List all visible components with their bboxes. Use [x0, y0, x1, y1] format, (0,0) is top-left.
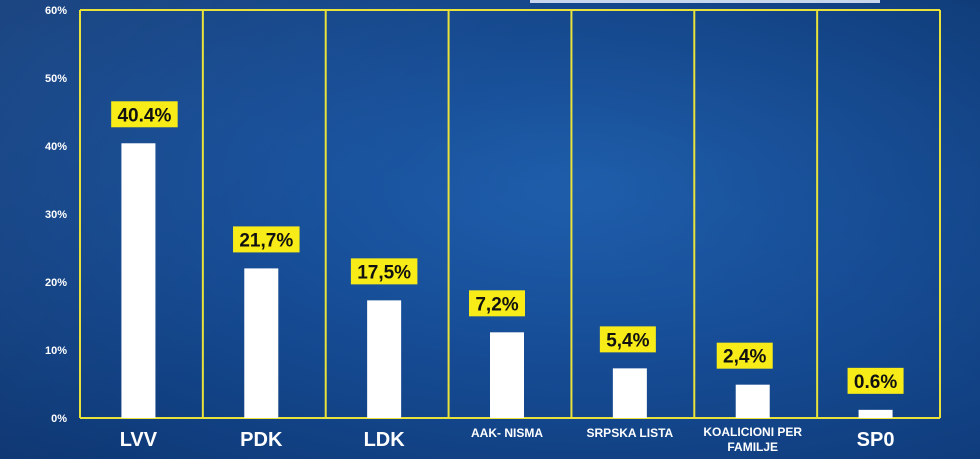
- data-label: 21,7%: [239, 230, 293, 251]
- category-label: KOALICIONI PER: [703, 425, 802, 439]
- data-label: 0.6%: [854, 372, 897, 393]
- top-strip: [530, 0, 880, 3]
- y-tick-label: 20%: [45, 277, 67, 289]
- bar: [244, 268, 279, 418]
- data-label-background: [111, 101, 178, 128]
- data-label: 17,5%: [357, 262, 411, 283]
- y-tick-label: 0%: [51, 413, 67, 425]
- data-label-background: [847, 367, 904, 394]
- data-label: 40.4%: [117, 105, 171, 126]
- category-label: PDK: [240, 429, 283, 451]
- y-tick-label: 60%: [45, 5, 67, 17]
- category-label: SRPSKA LISTA: [587, 426, 674, 440]
- data-label-background: [233, 226, 300, 253]
- data-label: 7,2%: [475, 294, 518, 315]
- y-tick-label: 10%: [45, 345, 67, 357]
- bar: [490, 332, 524, 418]
- bar: [367, 300, 402, 418]
- y-tick-label: 30%: [45, 209, 67, 221]
- bar: [735, 384, 770, 418]
- category-label: AAK- NISMA: [471, 426, 543, 440]
- data-label: 5,4%: [606, 330, 649, 351]
- bar: [858, 409, 893, 418]
- data-label-background: [350, 258, 418, 285]
- category-label: LDK: [364, 429, 406, 451]
- data-label-background: [599, 326, 656, 353]
- data-label-background: [716, 342, 773, 369]
- category-label: LVV: [120, 429, 158, 451]
- category-label: SP0: [857, 429, 895, 451]
- category-label: FAMILJE: [727, 440, 778, 454]
- bar: [121, 143, 156, 418]
- data-label-background: [469, 290, 525, 317]
- y-tick-label: 40%: [45, 141, 67, 153]
- y-tick-label: 50%: [45, 73, 67, 85]
- data-label: 2,4%: [723, 347, 766, 368]
- bar: [612, 368, 647, 418]
